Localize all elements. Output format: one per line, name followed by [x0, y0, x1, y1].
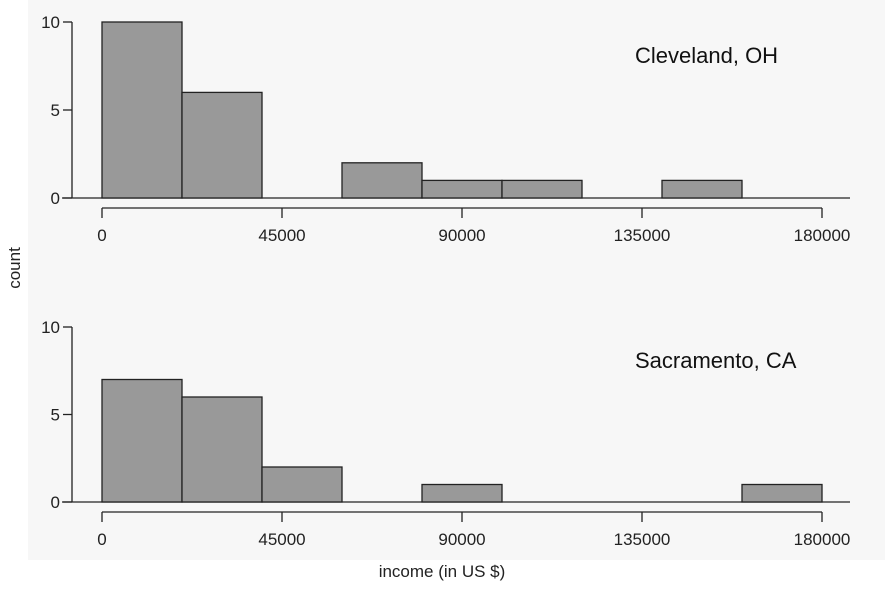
- panels: 0 5 10 0 45000 90000 135000 180000 Cleveland, OH…: [41, 13, 850, 549]
- histogram-bar: [101, 21, 183, 199]
- panel-2: 0 5 10 0 45000 90000 135000 180000 Sacramento, C…: [41, 318, 850, 549]
- x-tick-label: 45000: [258, 226, 305, 245]
- histogram-bar: [181, 396, 263, 503]
- y-axis-title: count: [5, 247, 24, 289]
- histogram-bar: [741, 483, 823, 503]
- panel-title: Cleveland, OH: [635, 43, 778, 68]
- histogram-bar: [101, 378, 183, 503]
- x-tick-label: 45000: [258, 530, 305, 549]
- x-tick-label: 180000: [794, 226, 851, 245]
- y-tick-label: 5: [51, 101, 60, 120]
- histogram-bar: [421, 483, 503, 503]
- panel-1: 0 5 10 0 45000 90000 135000 180000 Cleveland, OH: [41, 13, 850, 245]
- y-tick-label: 10: [41, 318, 60, 337]
- x-tick-label: 180000: [794, 530, 851, 549]
- x-tick-label: 90000: [438, 226, 485, 245]
- histogram-bar: [661, 179, 743, 199]
- y-tick-label: 0: [51, 493, 60, 512]
- y-tick-label: 5: [51, 406, 60, 425]
- x-tick-label: 0: [97, 530, 106, 549]
- panel-title: Sacramento, CA: [635, 348, 797, 373]
- y-tick-label: 10: [41, 13, 60, 32]
- histogram-bar: [421, 179, 503, 199]
- x-tick-label: 90000: [438, 530, 485, 549]
- x-tick-label: 135000: [614, 530, 671, 549]
- histogram-bar: [341, 162, 423, 199]
- x-tick-label: 135000: [614, 226, 671, 245]
- histogram-bar: [501, 179, 583, 199]
- x-tick-label: 0: [97, 226, 106, 245]
- x-axis-title: income (in US $): [379, 562, 506, 581]
- histogram-bar: [261, 466, 343, 503]
- histogram-bar: [181, 91, 263, 199]
- y-tick-label: 0: [51, 189, 60, 208]
